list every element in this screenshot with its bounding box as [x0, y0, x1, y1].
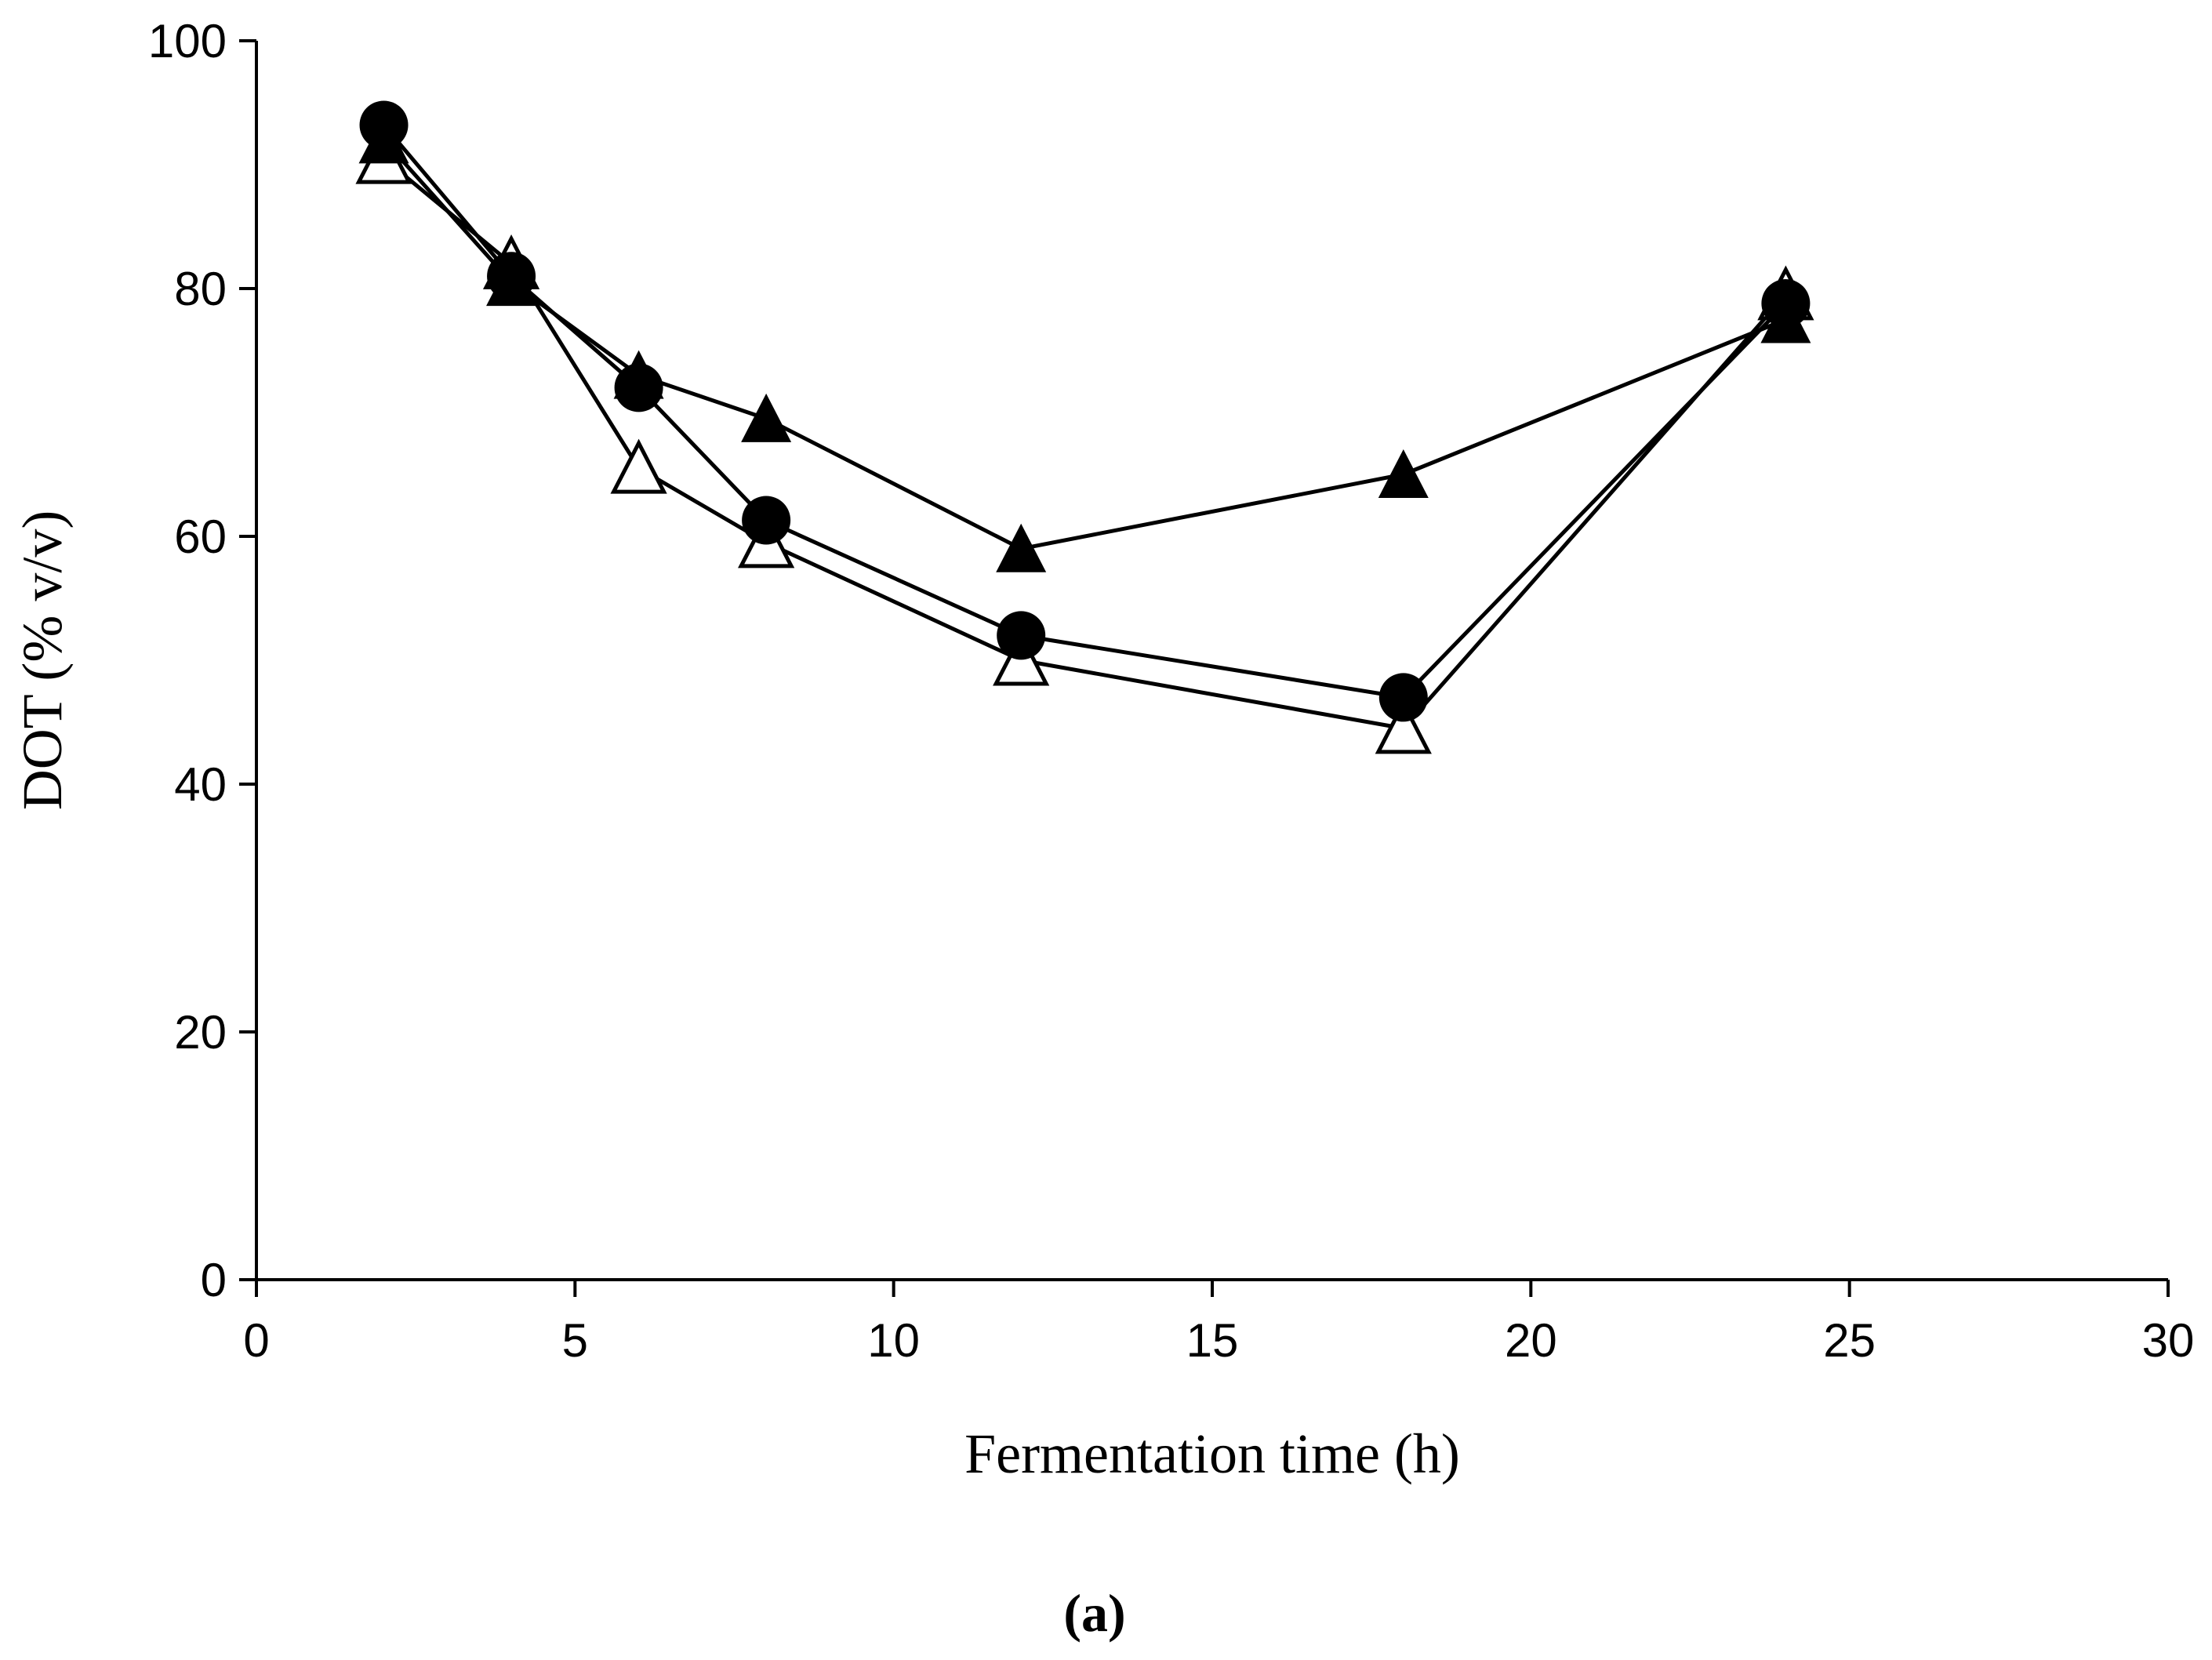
x-tick-label: 25: [1823, 1314, 1876, 1367]
data-point-filled-circle: [487, 252, 536, 301]
y-axis-title: DOT (% v/v): [11, 510, 74, 811]
x-axis-title: Fermentation time (h): [964, 1422, 1460, 1485]
x-tick-label: 10: [867, 1314, 920, 1367]
data-point-filled-circle: [742, 496, 791, 545]
series-line-filled-triangle: [382, 138, 1787, 551]
data-point-filled-circle: [1378, 673, 1428, 722]
y-tick-label: 20: [174, 1006, 227, 1059]
ticks: 0 20 40 60 80 100 0 5 10 15 20 25 30: [148, 15, 2194, 1367]
x-tick-label: 15: [1186, 1314, 1239, 1367]
data-point-filled-circle: [997, 611, 1046, 660]
y-tick-label: 100: [148, 15, 227, 67]
data-point-filled-circle: [359, 100, 409, 150]
axes: [255, 41, 2168, 1281]
y-tick-label: 80: [174, 263, 227, 315]
y-tick-label: 40: [174, 758, 227, 811]
data-point-filled-triangle: [1378, 449, 1429, 498]
x-tick-label: 30: [2142, 1314, 2195, 1367]
x-tick-label: 5: [562, 1314, 588, 1367]
data-point-open-triangle: [610, 438, 667, 494]
series-lines: [382, 123, 1788, 731]
x-tick-label: 0: [243, 1314, 269, 1367]
y-tick-label: 60: [174, 510, 227, 563]
data-point-filled-triangle: [996, 523, 1047, 572]
data-point-filled-circle: [1761, 278, 1811, 328]
x-tick-label: 20: [1505, 1314, 1557, 1367]
series-line-open-triangle: [382, 157, 1788, 731]
data-point-filled-circle: [614, 363, 663, 412]
figure-caption: (a): [1063, 1583, 1125, 1643]
series-markers: [355, 100, 1814, 754]
series-line-filled-circle: [382, 123, 1788, 699]
y-tick-label: 0: [201, 1254, 227, 1306]
data-point-open-triangle: [1375, 699, 1432, 754]
data-point-filled-triangle: [741, 393, 792, 442]
